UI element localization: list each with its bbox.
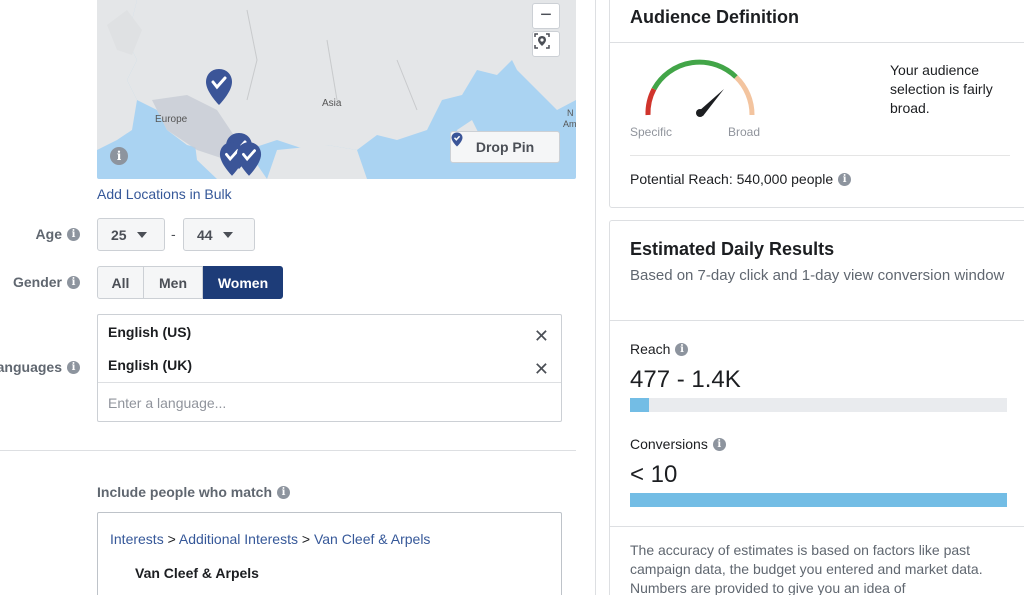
audience-gauge-icon <box>645 59 755 117</box>
age-label: Age i <box>36 226 80 242</box>
card-header-divider <box>610 42 1024 43</box>
potential-reach-text: Potential Reach: 540,000 people <box>630 171 834 187</box>
locate-icon <box>534 33 550 49</box>
languages-label: Languages i <box>0 359 80 375</box>
chevron-down-icon <box>136 231 147 238</box>
map-pin-check-icon[interactable] <box>236 141 262 177</box>
column-divider <box>595 0 596 595</box>
audience-definition-title: Audience Definition <box>630 7 800 27</box>
location-map[interactable]: Asia Europe N Am − i Drop Pin <box>97 0 576 179</box>
reach-info-icon[interactable]: i <box>838 172 852 186</box>
age-max-select[interactable]: 44 <box>183 218 255 251</box>
map-info-icon[interactable]: i <box>110 147 128 165</box>
gender-men-button[interactable]: Men <box>144 266 203 299</box>
languages-box: English (US) ✕ English (UK) ✕ <box>97 314 562 422</box>
potential-reach: Potential Reach: 540,000 people i <box>630 171 852 187</box>
drop-pin-button[interactable]: Drop Pin <box>450 131 560 163</box>
reach-progress-fill <box>630 398 649 412</box>
breadcrumb: Interests > Additional Interests > Van C… <box>110 531 430 547</box>
conversions-metric-label: Conversions i <box>630 436 726 452</box>
gauge-specific-label: Specific <box>630 125 673 139</box>
close-icon[interactable]: ✕ <box>533 326 549 346</box>
card-header-divider <box>610 320 1024 321</box>
conversions-progress-bar <box>630 493 1007 507</box>
close-icon[interactable]: ✕ <box>533 359 549 379</box>
section-divider <box>0 450 576 451</box>
add-locations-bulk-link[interactable]: Add Locations in Bulk <box>97 186 232 202</box>
daily-results-card: Estimated Daily Results Based on 7-day c… <box>609 220 1024 595</box>
language-item: English (US) <box>108 324 192 340</box>
map-pin-check-icon[interactable] <box>205 68 233 106</box>
age-separator: - <box>171 226 176 242</box>
conversions-label-text: Conversions <box>630 436 708 452</box>
languages-info-icon[interactable]: i <box>67 360 80 374</box>
accuracy-footnote: The accuracy of estimates is based on fa… <box>630 542 983 595</box>
gender-label: Gender i <box>13 274 80 290</box>
audience-description: Your audience selection is fairly broad. <box>890 62 993 116</box>
reach-metric-label: Reach i <box>630 341 689 357</box>
breadcrumb-additional-interests[interactable]: Additional Interests <box>178 531 298 547</box>
audience-definition-card: Audience Definition Specific Broad Your … <box>609 0 1024 208</box>
language-input[interactable] <box>98 382 561 422</box>
age-label-text: Age <box>35 226 62 242</box>
map-label-edge: N <box>567 108 574 118</box>
map-label-europe: Europe <box>155 114 188 125</box>
conversions-metric-value: < 10 <box>630 461 678 488</box>
gender-info-icon[interactable]: i <box>67 275 80 289</box>
map-label-asia: Asia <box>322 98 342 109</box>
age-min-value: 25 <box>111 226 127 243</box>
conversions-info-icon[interactable]: i <box>712 437 726 451</box>
language-item: English (UK) <box>108 357 192 373</box>
gender-women-button[interactable]: Women <box>203 266 283 299</box>
locate-button[interactable] <box>532 31 560 57</box>
chevron-down-icon <box>222 231 233 238</box>
map-label-edge-2: Am <box>563 119 576 129</box>
breadcrumb-van-cleef[interactable]: Van Cleef & Arpels <box>313 531 431 547</box>
gender-selector: All Men Women <box>97 266 283 299</box>
selected-interest: Van Cleef & Arpels <box>135 565 259 581</box>
daily-results-title: Estimated Daily Results <box>630 239 835 259</box>
include-label: Include people who match i <box>97 484 291 500</box>
reach-metric-value: 477 - 1.4K <box>630 366 741 393</box>
footnote-divider <box>610 526 1024 527</box>
age-min-select[interactable]: 25 <box>97 218 165 251</box>
reach-progress-bar <box>630 398 1007 412</box>
drop-pin-label: Drop Pin <box>475 139 535 155</box>
age-info-icon[interactable]: i <box>67 227 80 241</box>
breadcrumb-interests[interactable]: Interests <box>110 531 164 547</box>
reach-divider <box>630 155 1010 156</box>
age-max-value: 44 <box>197 226 213 243</box>
reach-metric-info-icon[interactable]: i <box>675 342 689 356</box>
gauge-broad-label: Broad <box>728 125 761 139</box>
breadcrumb-separator: > <box>301 531 311 547</box>
gender-all-button[interactable]: All <box>97 266 144 299</box>
reach-label-text: Reach <box>630 341 671 357</box>
detailed-targeting-box: Interests > Additional Interests > Van C… <box>97 512 562 595</box>
map-land <box>97 0 576 179</box>
include-label-text: Include people who match <box>97 484 273 500</box>
daily-results-subtitle: Based on 7-day click and 1-day view conv… <box>630 267 1005 284</box>
conversions-progress-fill <box>630 493 1007 507</box>
pin-icon <box>451 132 463 147</box>
zoom-out-button[interactable]: − <box>532 3 560 29</box>
gender-label-text: Gender <box>12 274 62 290</box>
include-info-icon[interactable]: i <box>277 485 291 499</box>
languages-label-text: Languages <box>0 359 62 375</box>
breadcrumb-separator: > <box>167 531 176 547</box>
